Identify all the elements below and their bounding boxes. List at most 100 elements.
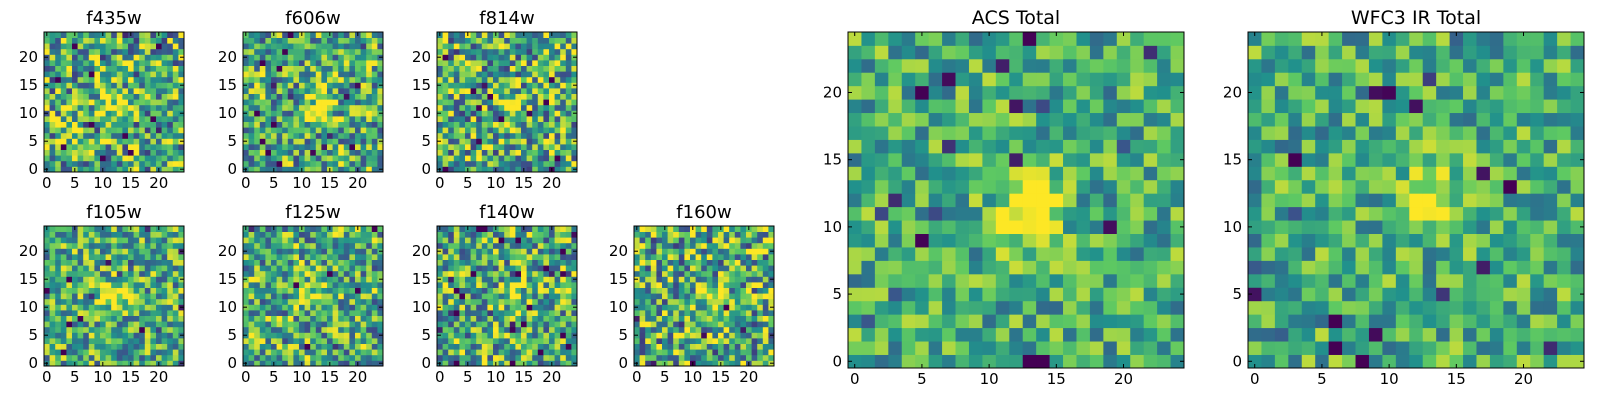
heatmap-cell	[116, 349, 123, 356]
heatmap-cell	[271, 138, 277, 145]
heatmap-cell	[537, 71, 544, 78]
heatmap-cell	[254, 248, 261, 255]
heatmap-cell	[684, 231, 691, 238]
heatmap-cell	[498, 237, 505, 244]
heatmap-cell	[470, 99, 477, 106]
heatmap-cell	[55, 93, 62, 100]
heatmap-cell	[310, 354, 317, 361]
axes-frame	[436, 225, 578, 367]
heatmap-cell	[355, 276, 361, 283]
heatmap-cell	[656, 326, 663, 333]
heatmap-cell	[504, 338, 511, 344]
heatmap-cell	[327, 270, 333, 277]
heatmap-cell	[178, 116, 185, 122]
heatmap-cell	[338, 298, 345, 305]
heatmap-cell	[537, 226, 544, 232]
heatmap-cell	[476, 155, 483, 162]
x-tick-label: 20	[348, 174, 367, 192]
heatmap-cell	[287, 48, 294, 55]
heatmap-cell	[554, 71, 561, 78]
heatmap-cell	[327, 310, 333, 316]
heatmap-cell	[105, 54, 112, 61]
heatmap-cell	[656, 321, 663, 328]
heatmap-cell	[481, 265, 488, 272]
heatmap-cell	[366, 254, 373, 260]
heatmap-cell	[734, 310, 741, 316]
heatmap-cell	[282, 326, 289, 333]
heatmap-cell	[656, 259, 663, 266]
heatmap-cell	[1103, 179, 1118, 194]
heatmap-cell	[310, 360, 317, 367]
heatmap-cell	[662, 287, 668, 294]
heatmap-cell	[571, 48, 578, 55]
heatmap-cell	[746, 276, 752, 283]
heatmap-cell	[453, 65, 460, 72]
heatmap-cell	[448, 360, 455, 367]
heatmap-cell	[44, 270, 50, 277]
heatmap-cell	[453, 149, 460, 156]
heatmap-cell	[955, 166, 970, 181]
heatmap-cell	[77, 138, 84, 145]
heatmap-cell	[49, 231, 56, 238]
heatmap-cell	[448, 354, 455, 361]
heatmap-cell	[77, 60, 84, 66]
heatmap-cell	[888, 273, 903, 288]
heatmap-cell	[343, 32, 350, 38]
heatmap-cell	[751, 282, 758, 288]
heatmap-cell	[276, 32, 283, 38]
heatmap-cell	[299, 231, 305, 238]
heatmap-cell	[133, 127, 140, 134]
heatmap-cell	[72, 242, 78, 249]
heatmap-cell	[111, 71, 118, 78]
heatmap-cell	[1143, 260, 1158, 275]
heatmap-cell	[150, 343, 157, 350]
heatmap-cell	[634, 338, 640, 344]
heatmap-cell	[254, 138, 261, 145]
heatmap-cell	[178, 343, 185, 350]
heatmap-cell	[60, 354, 67, 361]
heatmap-cell	[72, 76, 78, 83]
heatmap-cell	[560, 121, 567, 128]
heatmap-cell	[259, 138, 266, 145]
heatmap-cell	[293, 37, 300, 44]
heatmap-cell	[448, 88, 455, 94]
heatmap-cell	[271, 276, 277, 283]
heatmap-cell	[293, 138, 300, 145]
heatmap-cell	[299, 326, 305, 333]
heatmap-cell	[1143, 179, 1158, 194]
heatmap-cell	[49, 254, 56, 260]
heatmap-cell	[448, 326, 455, 333]
heatmap-cell	[133, 349, 140, 356]
heatmap-cell	[122, 231, 129, 238]
heatmap-cell	[355, 343, 361, 350]
heatmap-cell	[100, 71, 106, 78]
heatmap-cell	[498, 104, 505, 111]
heatmap-cell	[701, 338, 708, 344]
heatmap-cell	[684, 287, 691, 294]
heatmap-cell	[481, 149, 488, 156]
heatmap-cell	[360, 32, 367, 38]
heatmap-cell	[437, 310, 443, 316]
heatmap-cell	[66, 226, 73, 232]
heatmap-cell	[470, 88, 477, 94]
heatmap-cell	[94, 60, 101, 66]
heatmap-cell	[762, 360, 769, 367]
heatmap-cell	[498, 265, 505, 272]
heatmap-cell	[349, 270, 356, 277]
heatmap-cell	[321, 298, 328, 305]
heatmap-cell	[662, 304, 668, 311]
heatmap-cell	[476, 71, 483, 78]
heatmap-cell	[128, 242, 134, 249]
heatmap-cell	[712, 293, 719, 300]
heatmap-cell	[504, 321, 511, 328]
heatmap-cell	[1022, 193, 1037, 208]
heatmap-cell	[437, 76, 443, 83]
heatmap-cell	[271, 282, 277, 288]
heatmap-cell	[66, 65, 73, 72]
heatmap-cell	[161, 60, 168, 66]
heatmap-cell	[481, 144, 488, 150]
heatmap-cell	[521, 270, 527, 277]
heatmap-cell	[729, 276, 736, 283]
heatmap-cell	[94, 88, 101, 94]
heatmap-cell	[554, 54, 561, 61]
